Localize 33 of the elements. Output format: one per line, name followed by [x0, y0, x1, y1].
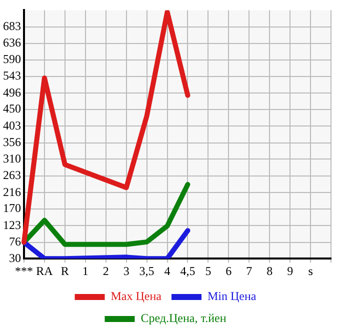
y-tick-label: 403	[3, 118, 21, 132]
x-tick-label: s	[308, 264, 314, 278]
y-tick-label: 263	[3, 168, 21, 182]
legend-label: Min Цена	[207, 289, 257, 304]
y-tick-label: 310	[3, 151, 21, 166]
x-tick-label: 9	[287, 264, 294, 278]
y-tick-label: 30	[9, 250, 21, 265]
x-tick-label: ***	[15, 264, 33, 278]
y-tick-label: 170	[3, 201, 21, 216]
x-tick-label: 7	[246, 264, 252, 278]
x-tick-label: 4,5	[180, 264, 196, 278]
x-tick-label: 4	[164, 264, 170, 278]
x-tick-label: 2	[102, 264, 109, 278]
legend-label: Сред.Цена, т.йен	[140, 311, 227, 326]
x-tick-label: 3	[123, 264, 130, 278]
x-tick-label: RA	[36, 264, 54, 278]
x-tick-label: 3,5	[139, 264, 154, 278]
y-tick-label: 450	[3, 102, 21, 116]
x-tick-label: 8	[266, 264, 273, 278]
legend-label: Max Цена	[110, 289, 162, 304]
x-tick-label: R	[60, 264, 69, 278]
y-tick-label: 356	[3, 135, 21, 150]
y-tick-label: 496	[3, 85, 21, 100]
y-tick-label: 216	[3, 184, 21, 199]
x-tick-label: 6	[226, 264, 232, 278]
y-tick-label: 683	[3, 19, 21, 34]
y-tick-label: 123	[3, 218, 21, 232]
y-tick-label: 636	[3, 36, 21, 50]
y-tick-label: 543	[3, 68, 21, 83]
y-tick-label: 76	[9, 234, 21, 248]
y-tick-label: 590	[3, 52, 21, 66]
x-tick-label: 5	[205, 264, 212, 278]
x-tick-label: 1	[82, 264, 88, 278]
